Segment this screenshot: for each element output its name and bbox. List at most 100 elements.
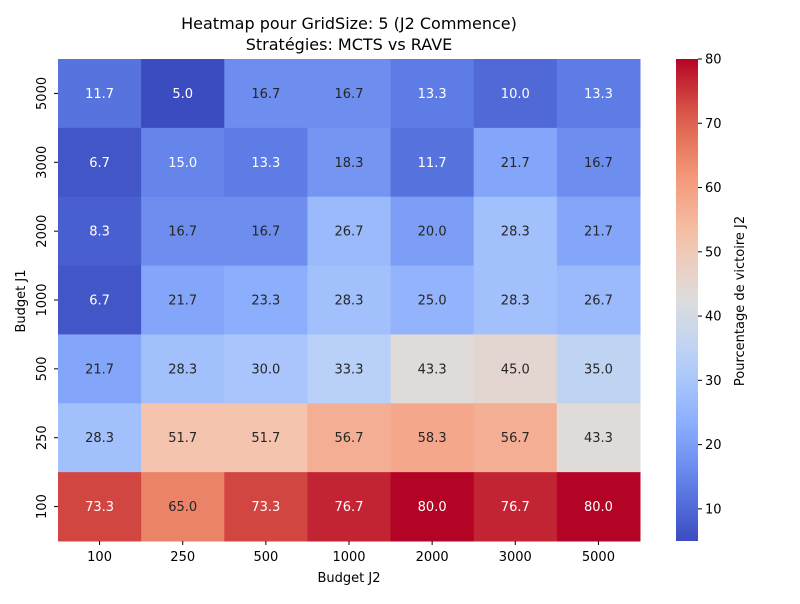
- colorbar-tick-label: 10: [705, 502, 722, 517]
- cell-value-label: 43.3: [418, 362, 447, 377]
- heatmap-cell: [473, 403, 558, 473]
- heatmap-cells: 11.7 5.0 16.7 16.7 13.3 10.0 13.3 6.7 15.0 13.3 18…: [58, 59, 641, 542]
- cell-value-label: 28.3: [501, 225, 530, 240]
- heatmap-cell: [307, 196, 392, 267]
- heatmap-cell: [390, 127, 475, 198]
- heatmap-cell: [473, 127, 558, 198]
- heatmap-cell: [390, 59, 475, 129]
- colorbar-tick-label: 70: [705, 117, 722, 132]
- y-tick-label: 500: [35, 356, 50, 381]
- cell-value-label: 16.7: [335, 87, 364, 102]
- x-tick-label: 500: [253, 550, 278, 565]
- cell-value-label: 13.3: [418, 87, 447, 102]
- heatmap-cell: [141, 127, 225, 198]
- cell-value-label: 10.0: [501, 87, 530, 102]
- x-tick-label: 1000: [332, 550, 365, 565]
- cell-value-label: 58.3: [418, 431, 447, 446]
- heatmap-cell: [58, 334, 142, 404]
- heatmap-cell: [58, 472, 142, 542]
- colorbar-tick-label: 80: [705, 53, 722, 68]
- heatmap-cell: [390, 196, 475, 267]
- y-tick-label: 2000: [35, 215, 50, 248]
- heatmap-cell: [224, 196, 308, 267]
- cell-value-label: 33.3: [335, 362, 364, 377]
- colorbar-label: Pourcentage de victoire J2: [733, 216, 748, 386]
- heatmap-cell: [556, 265, 641, 335]
- cell-value-label: 76.7: [501, 500, 530, 515]
- heatmap-cell: [390, 265, 475, 335]
- cell-value-label: 51.7: [251, 431, 280, 446]
- heatmap-cell: [390, 472, 475, 542]
- colorbar-tick-label: 20: [705, 438, 722, 453]
- heatmap-cell: [307, 472, 392, 542]
- colorbar-tick-label: 40: [705, 310, 722, 325]
- cell-value-label: 13.3: [251, 156, 280, 171]
- cell-value-label: 18.3: [335, 156, 364, 171]
- x-tick-label: 3000: [499, 550, 532, 565]
- cell-value-label: 16.7: [584, 156, 613, 171]
- heatmap-cell: [307, 59, 392, 129]
- heatmap-cell: [556, 472, 641, 542]
- heatmap-cell: [390, 334, 475, 404]
- heatmap-cell: [556, 127, 641, 198]
- y-axis-label: Budget J1: [14, 270, 29, 333]
- heatmap-cell: [58, 403, 142, 473]
- chart-title: Heatmap pour GridSize: 5 (J2 Commence): [181, 14, 517, 33]
- x-tick-label: 5000: [582, 550, 615, 565]
- cell-value-label: 26.7: [584, 294, 613, 309]
- heatmap-cell: [307, 403, 392, 473]
- heatmap-cell: [224, 127, 308, 198]
- heatmap-cell: [224, 403, 308, 473]
- colorbar-tick-label: 60: [705, 181, 722, 196]
- y-axis-ticks: 5000 3000 2000 1000 500 250 100: [35, 77, 58, 519]
- heatmap-cell: [224, 265, 308, 335]
- cell-value-label: 26.7: [335, 225, 364, 240]
- cell-value-label: 28.3: [501, 294, 530, 309]
- cell-value-label: 65.0: [168, 500, 197, 515]
- colorbar-tick-label: 30: [705, 374, 722, 389]
- y-tick-label: 1000: [35, 283, 50, 316]
- x-axis-ticks: 100 250 500 1000 2000 3000 5000: [87, 541, 615, 565]
- cell-value-label: 5.0: [172, 87, 193, 102]
- heatmap-cell: [141, 59, 225, 129]
- heatmap-cell: [307, 265, 392, 335]
- heatmap-cell: [473, 265, 558, 335]
- cell-value-label: 28.3: [85, 431, 114, 446]
- heatmap-cell: [224, 334, 308, 404]
- cell-value-label: 25.0: [418, 294, 447, 309]
- cell-value-label: 13.3: [584, 87, 613, 102]
- cell-value-label: 76.7: [335, 500, 364, 515]
- cell-value-label: 11.7: [85, 87, 114, 102]
- x-tick-label: 250: [170, 550, 195, 565]
- heatmap-cell: [473, 334, 558, 404]
- cell-value-label: 80.0: [418, 500, 447, 515]
- x-axis-label: Budget J2: [318, 571, 381, 586]
- heatmap-cell: [141, 403, 225, 473]
- y-tick-label: 3000: [35, 146, 50, 179]
- cell-value-label: 6.7: [89, 156, 110, 171]
- cell-value-label: 56.7: [335, 431, 364, 446]
- cell-value-label: 56.7: [501, 431, 530, 446]
- cell-value-label: 35.0: [584, 362, 613, 377]
- heatmap-cell: [473, 59, 558, 129]
- cell-value-label: 51.7: [168, 431, 197, 446]
- heatmap-cell: [141, 265, 225, 335]
- heatmap-cell: [473, 196, 558, 267]
- heatmap-cell: [473, 472, 558, 542]
- heatmap-cell: [224, 59, 308, 129]
- cell-value-label: 11.7: [418, 156, 447, 171]
- cell-value-label: 21.7: [584, 225, 613, 240]
- heatmap-cell: [307, 334, 392, 404]
- cell-value-label: 16.7: [251, 225, 280, 240]
- cell-value-label: 21.7: [168, 294, 197, 309]
- x-tick-label: 2000: [416, 550, 449, 565]
- heatmap-cell: [390, 403, 475, 473]
- cell-value-label: 23.3: [251, 294, 280, 309]
- heatmap-cell: [556, 196, 641, 267]
- cell-value-label: 8.3: [89, 225, 110, 240]
- colorbar-tick-label: 50: [705, 245, 722, 260]
- colorbar-ticks: 10 20 30 40 50 60 70 80: [698, 53, 722, 517]
- cell-value-label: 16.7: [168, 225, 197, 240]
- cell-value-label: 6.7: [89, 294, 110, 309]
